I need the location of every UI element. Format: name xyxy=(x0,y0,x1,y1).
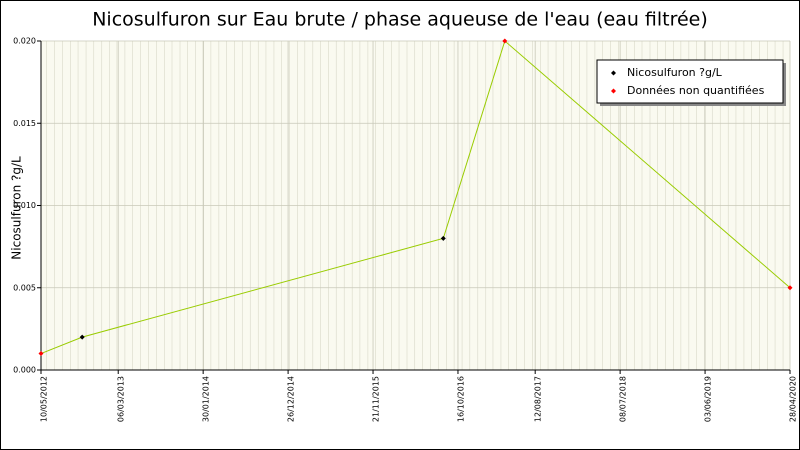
x-tick-label: 16/10/2016 xyxy=(456,376,465,422)
data-point xyxy=(502,38,508,44)
x-tick-label: 06/03/2013 xyxy=(117,376,126,422)
legend-marker xyxy=(611,88,616,94)
legend-label: Données non quantifiées xyxy=(627,84,765,97)
x-tick-label: 26/12/2014 xyxy=(287,376,296,422)
legend-marker xyxy=(611,70,616,76)
y-axis-label: Nicosulfuron ?g/L xyxy=(10,156,24,260)
chart-title: Nicosulfuron sur Eau brute / phase aqueu… xyxy=(92,9,708,31)
y-tick-label: 0.005 xyxy=(13,283,36,292)
x-tick-label: 10/05/2012 xyxy=(40,376,49,422)
x-tick-label: 12/08/2017 xyxy=(534,376,543,422)
data-point xyxy=(79,334,85,340)
x-tick-label: 08/07/2018 xyxy=(619,376,628,422)
y-tick-label: 0.010 xyxy=(13,201,36,210)
x-tick-label: 28/04/2020 xyxy=(789,376,798,422)
legend-label: Nicosulfuron ?g/L xyxy=(627,66,723,79)
x-tick-label: 30/01/2014 xyxy=(202,376,211,422)
x-tick-label: 21/11/2015 xyxy=(372,376,381,422)
legend xyxy=(596,59,784,104)
y-tick-label: 0.015 xyxy=(13,119,36,128)
y-tick-label: 0.020 xyxy=(13,37,36,46)
data-point xyxy=(787,285,793,291)
x-tick-label: 03/06/2019 xyxy=(704,376,713,422)
y-tick-label: 0.000 xyxy=(13,366,36,375)
data-point xyxy=(440,235,446,241)
data-point xyxy=(38,351,44,357)
